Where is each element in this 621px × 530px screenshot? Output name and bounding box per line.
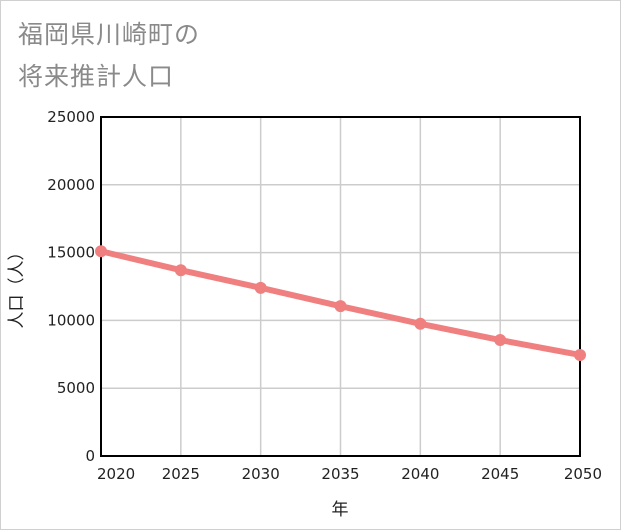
data-point [254,281,267,294]
x-tick-label: 2045 [481,465,519,483]
x-tick-label: 2040 [401,465,439,483]
y-tick-label: 5000 [57,379,95,397]
y-tick-labels: 0 5000 10000 15000 20000 25000 [47,108,95,465]
data-point [174,264,187,277]
x-axis-label: 年 [332,500,349,520]
x-tick-label: 2035 [321,465,359,483]
data-point [414,317,427,330]
chart-title-line-1: 福岡県川崎町の [18,20,201,49]
y-tick-label: 15000 [47,244,95,262]
grid-lines [100,116,581,457]
data-point [334,300,347,313]
data-point [95,245,107,258]
y-tick-label: 25000 [47,108,95,126]
data-point [574,348,586,361]
chart-title-line-2: 将来推計人口 [18,62,175,91]
y-tick-label: 0 [85,447,95,465]
y-tick-label: 20000 [47,176,95,194]
x-tick-label: 2030 [242,465,280,483]
x-tick-label: 2050 [564,465,602,483]
y-axis-label: 人口（人） [7,244,27,329]
y-tick-label: 10000 [47,311,95,329]
chart-title: 福岡県川崎町の 将来推計人口 [18,14,200,98]
data-point [494,334,507,347]
x-tick-labels: 2020 2025 2030 2035 2040 2045 2050 [97,465,602,483]
series-line-group [95,245,586,361]
x-tick-label: 2020 [97,465,135,483]
x-tick-label: 2025 [162,465,200,483]
plot-area [100,116,581,457]
